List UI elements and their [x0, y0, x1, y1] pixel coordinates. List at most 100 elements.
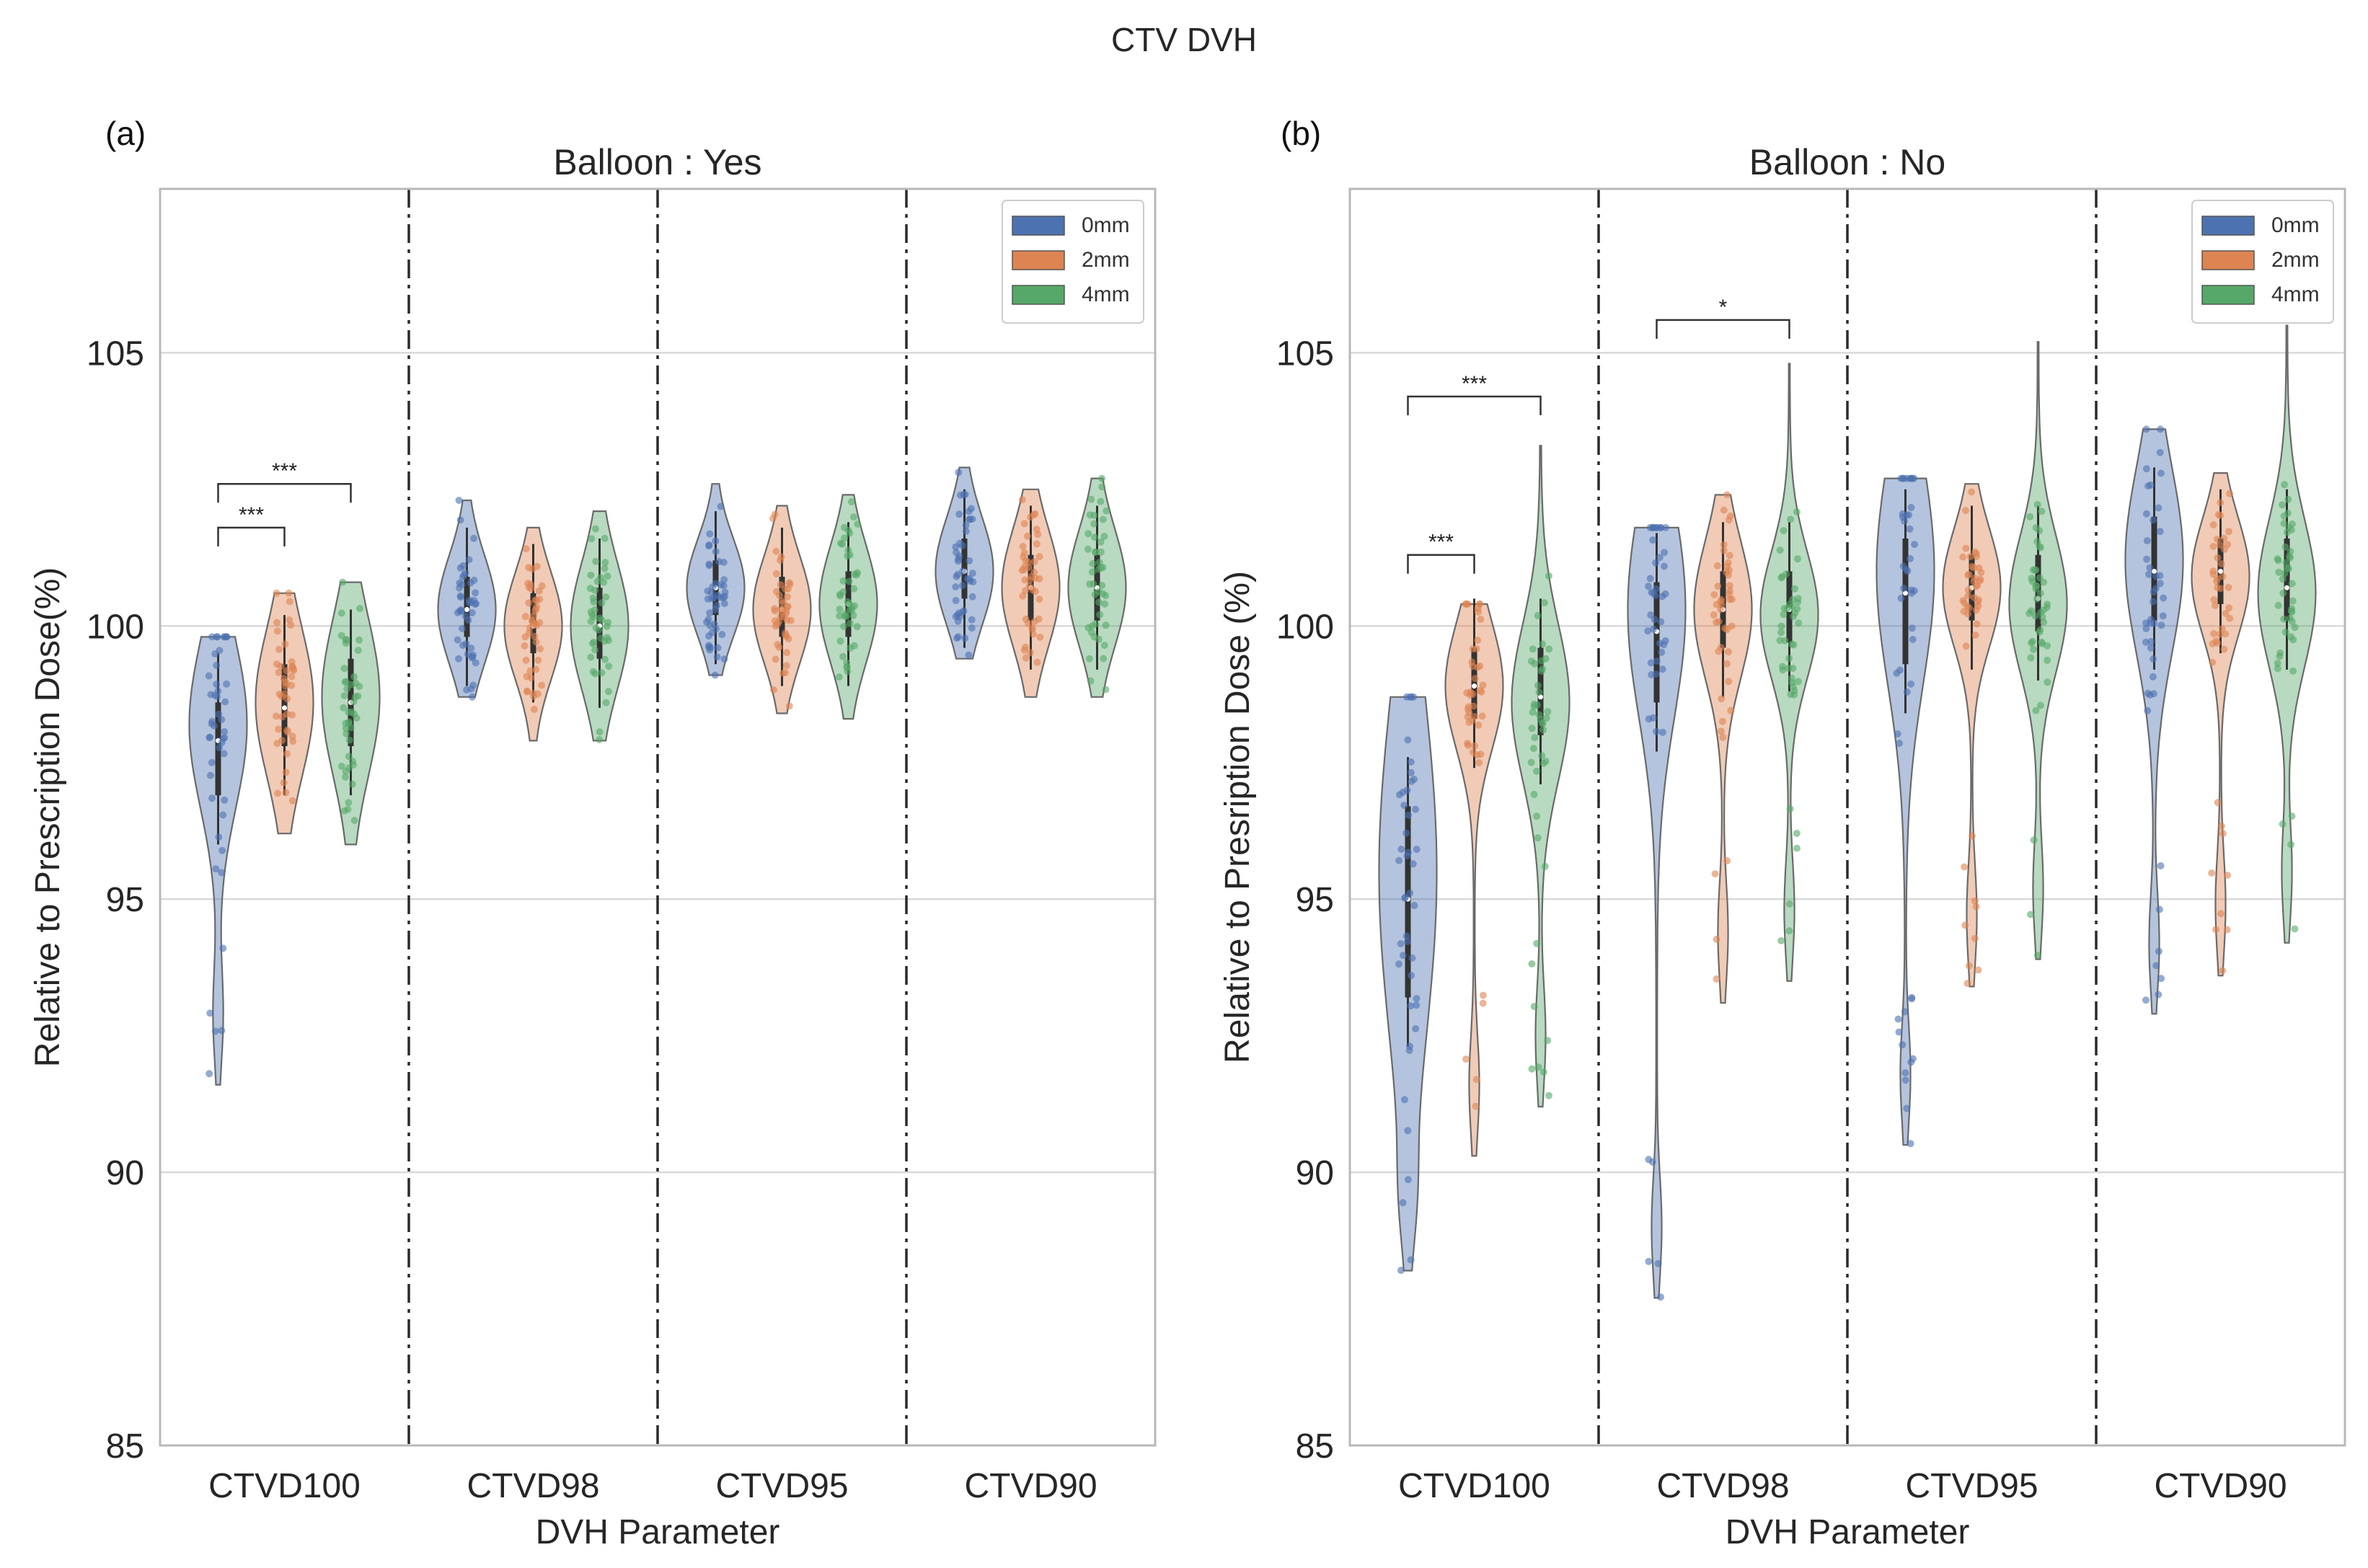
y-tick-label: 100: [1276, 608, 1334, 646]
data-point: [2142, 465, 2150, 473]
data-point: [1658, 593, 1666, 601]
data-point: [290, 667, 298, 675]
data-point: [1476, 662, 1484, 670]
data-point: [1472, 1076, 1480, 1084]
data-point: [534, 656, 542, 664]
data-point: [1777, 622, 1785, 630]
violin-median: [464, 607, 469, 613]
data-point: [288, 711, 296, 719]
data-point: [720, 655, 728, 663]
data-point: [1400, 802, 1408, 810]
data-point: [2209, 521, 2217, 528]
data-point: [353, 714, 361, 722]
data-point: [1085, 655, 1093, 663]
data-point: [1653, 657, 1661, 665]
violin-body: [1876, 477, 1935, 1146]
x-tick-label: CTVD95: [715, 1467, 848, 1505]
data-point: [590, 598, 598, 606]
violin-0mm-CTVD100: [188, 633, 248, 1086]
data-point: [1471, 742, 1479, 750]
data-point: [836, 606, 844, 613]
data-point: [2028, 637, 2036, 645]
data-point: [1402, 829, 1410, 837]
data-point: [1779, 666, 1787, 674]
data-point: [472, 589, 480, 597]
data-point: [2040, 619, 2048, 626]
data-point: [2031, 612, 2039, 620]
data-point: [847, 619, 854, 627]
data-point: [592, 557, 600, 565]
data-point: [532, 605, 540, 613]
data-point: [777, 581, 785, 589]
data-point: [601, 534, 609, 542]
data-point: [1534, 612, 1542, 619]
data-point: [273, 619, 281, 626]
data-point: [1907, 680, 1915, 688]
y-tick-label: 95: [1296, 881, 1334, 919]
data-point: [1084, 624, 1092, 632]
data-point: [1717, 644, 1725, 652]
violin-iqr-box: [1902, 539, 1909, 665]
data-point: [1462, 600, 1470, 608]
data-point: [1528, 725, 1536, 732]
data-point: [2142, 996, 2150, 1004]
data-point: [1469, 748, 1477, 756]
data-point: [1528, 1065, 1536, 1073]
violin-body: [1942, 483, 2002, 988]
data-point: [853, 623, 861, 631]
data-point: [1649, 536, 1657, 544]
data-point: [2209, 567, 2217, 575]
data-point: [1723, 660, 1731, 668]
data-point: [720, 559, 728, 566]
data-point: [2033, 595, 2041, 603]
data-point: [1961, 863, 1969, 871]
data-point: [355, 683, 363, 691]
data-point: [602, 593, 610, 601]
data-point: [1894, 1015, 1902, 1023]
data-point: [2225, 528, 2232, 536]
data-point: [1404, 937, 1411, 945]
data-point: [1793, 844, 1801, 852]
data-point: [1530, 703, 1538, 711]
data-point: [593, 577, 601, 585]
data-point: [2274, 665, 2281, 673]
data-point: [1970, 564, 1978, 572]
data-point: [1530, 1003, 1538, 1011]
data-point: [2028, 577, 2036, 585]
data-point: [1534, 681, 1542, 689]
data-point: [2038, 638, 2046, 646]
y-tick-label: 95: [106, 881, 144, 919]
data-point: [1018, 567, 1026, 574]
data-point: [2155, 504, 2162, 512]
data-point: [2040, 578, 2048, 586]
data-point: [456, 607, 464, 615]
data-point: [1019, 592, 1027, 600]
data-point: [1728, 622, 1736, 630]
data-point: [1099, 515, 1107, 523]
data-point: [1091, 533, 1099, 541]
data-point: [1395, 856, 1403, 864]
data-point: [1787, 515, 1795, 523]
data-point: [598, 599, 606, 607]
data-point: [1397, 940, 1405, 947]
data-point: [456, 516, 464, 524]
data-point: [2220, 645, 2228, 653]
significance-bracket: [217, 482, 352, 503]
data-point: [281, 678, 288, 686]
data-point: [1084, 545, 1092, 553]
data-point: [538, 681, 546, 689]
data-point: [1661, 637, 1669, 645]
data-point: [2214, 584, 2222, 592]
data-point: [1537, 667, 1545, 675]
data-point: [1026, 576, 1033, 584]
data-point: [2288, 580, 2296, 588]
data-point: [1030, 558, 1038, 566]
data-point: [208, 794, 216, 802]
significance-label: ***: [239, 503, 264, 527]
data-point: [1909, 1055, 1917, 1063]
data-point: [521, 633, 529, 641]
axes-frame: [159, 187, 1157, 1447]
data-point: [1097, 548, 1105, 556]
data-point: [1086, 511, 1094, 519]
data-point: [2144, 707, 2152, 714]
